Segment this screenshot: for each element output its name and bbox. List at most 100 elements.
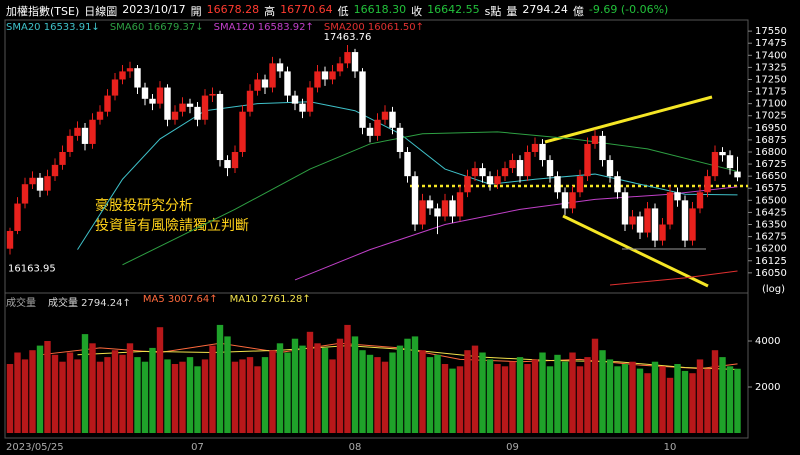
y-tick-label: 17100 bbox=[755, 99, 787, 110]
volume-bar bbox=[696, 359, 704, 434]
candle-body bbox=[381, 111, 389, 120]
candle-body bbox=[51, 164, 59, 177]
legend-entry: SMA60 16679.37↓ bbox=[109, 22, 204, 33]
volume-bar bbox=[351, 336, 359, 434]
candle-body bbox=[231, 151, 239, 169]
unit: s點 bbox=[484, 5, 502, 18]
candle-body bbox=[599, 135, 606, 161]
volume-bar bbox=[359, 350, 366, 434]
volume-bar bbox=[231, 361, 239, 434]
volume-bar bbox=[321, 347, 329, 434]
candle-body bbox=[614, 176, 621, 193]
y-tick-label: 16950 bbox=[755, 123, 787, 134]
header: 加權指數(TSE) 日線圖 2023/10/17 開 16678.28 高 16… bbox=[6, 3, 668, 19]
y-tick-label: 17550 bbox=[755, 26, 787, 37]
candle-body bbox=[689, 208, 696, 241]
period: 日線圖 bbox=[84, 5, 118, 18]
volume-bar bbox=[201, 359, 209, 434]
volume-bar bbox=[179, 361, 186, 434]
volume-bar bbox=[126, 343, 134, 434]
volume-bar bbox=[186, 357, 194, 434]
volume-bar bbox=[381, 361, 389, 434]
volume-bar bbox=[404, 338, 411, 434]
volume-bar bbox=[374, 357, 381, 434]
candle-body bbox=[441, 200, 449, 217]
candle-body bbox=[516, 160, 524, 177]
candle-body bbox=[209, 93, 216, 96]
volume-bar bbox=[689, 373, 696, 434]
volume-bar bbox=[419, 350, 426, 434]
volume-bar bbox=[636, 368, 644, 434]
x-tick-label: 10 bbox=[664, 442, 677, 453]
candle-body bbox=[569, 192, 576, 209]
y-tick-label: 16125 bbox=[755, 256, 787, 267]
label: 低 bbox=[337, 5, 349, 18]
volume-bar bbox=[51, 354, 59, 434]
value: 16642.55 bbox=[427, 3, 480, 16]
candle-body bbox=[696, 192, 704, 209]
volume-bar bbox=[36, 345, 44, 434]
volume-bar bbox=[614, 366, 621, 434]
candle-body bbox=[134, 68, 141, 88]
candle-body bbox=[291, 95, 299, 104]
volume-bar bbox=[14, 352, 21, 434]
candle-body bbox=[171, 111, 179, 120]
volume-bar bbox=[209, 345, 216, 434]
y-tick-label: 17175 bbox=[755, 87, 787, 98]
y-tick-label: 16500 bbox=[755, 195, 787, 206]
volume-bar bbox=[531, 359, 539, 434]
candle-body bbox=[396, 127, 404, 152]
candle-body bbox=[584, 143, 591, 177]
volume-bar bbox=[606, 359, 614, 434]
volume-bar bbox=[449, 368, 456, 434]
price-label: 16163.95 bbox=[8, 263, 56, 274]
candle-body bbox=[674, 192, 681, 201]
value: 16678.28 bbox=[206, 3, 260, 16]
volume-bar bbox=[516, 357, 524, 434]
candle-body bbox=[254, 79, 261, 91]
volume-bar bbox=[719, 357, 726, 434]
volume-bar bbox=[464, 350, 471, 434]
volume-bar bbox=[254, 366, 261, 434]
value: 16618.30 bbox=[353, 3, 407, 16]
volume-bar bbox=[576, 366, 584, 434]
y-tick-label: 17400 bbox=[755, 50, 787, 61]
legend-entry: SMA200 16061.50↑ bbox=[323, 22, 425, 33]
y-tick-label: 16275 bbox=[755, 232, 787, 243]
candle-body bbox=[501, 168, 509, 177]
candle-body bbox=[351, 52, 359, 72]
volume-bar bbox=[539, 352, 546, 434]
candle-body bbox=[359, 71, 366, 128]
x-tick-label: 07 bbox=[191, 442, 204, 453]
y-tick-label: 16200 bbox=[755, 244, 787, 255]
volume-bar bbox=[119, 354, 126, 434]
y-tick-label: 17475 bbox=[755, 38, 787, 49]
volume-bar bbox=[726, 366, 734, 434]
volume-bar bbox=[599, 350, 606, 434]
candle-body bbox=[546, 160, 554, 177]
x-tick-label: 2023/05/25 bbox=[6, 442, 64, 453]
candle-body bbox=[726, 155, 734, 169]
volume-bar bbox=[666, 377, 674, 434]
candle-body bbox=[636, 216, 644, 233]
y-tick-label: 17025 bbox=[755, 111, 787, 122]
volume-bar bbox=[546, 366, 554, 434]
date: 2023/10/17 bbox=[122, 3, 186, 16]
volume-bar bbox=[141, 361, 149, 434]
candle-body bbox=[719, 151, 726, 156]
candle-body bbox=[81, 127, 89, 144]
volume-bar bbox=[644, 373, 651, 434]
candle-body bbox=[456, 192, 464, 217]
volume-bar bbox=[29, 350, 36, 434]
candle-body bbox=[606, 160, 614, 177]
volume-bar bbox=[164, 359, 171, 434]
volume-bar bbox=[434, 354, 441, 434]
y-tick-label: 2000 bbox=[755, 382, 780, 393]
y-tick-label: 4000 bbox=[755, 336, 780, 347]
volume-bar bbox=[494, 364, 501, 434]
volume-bar bbox=[306, 331, 314, 434]
price-label: 17463.76 bbox=[324, 32, 372, 43]
candle-body bbox=[36, 177, 44, 191]
